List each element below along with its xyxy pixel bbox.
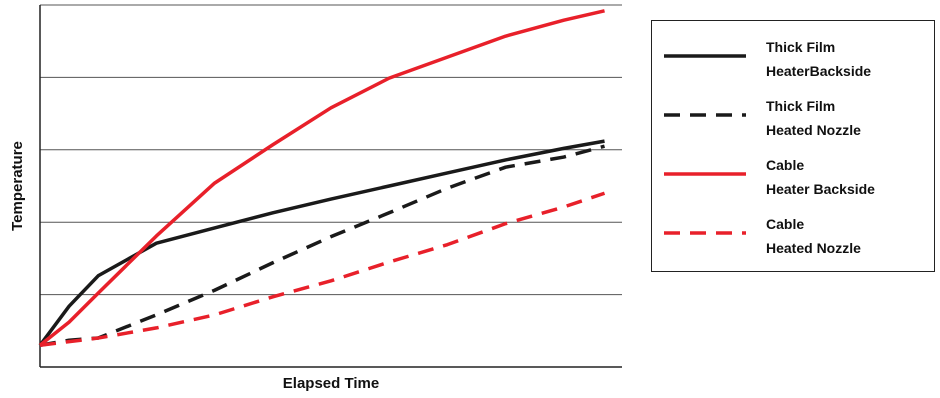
legend-entry: Cable Heated Nozzle	[652, 212, 936, 262]
legend-label: Thick Film HeaterBackside	[766, 39, 872, 79]
legend-swatch	[664, 172, 746, 176]
legend: Thick Film HeaterBackside Thick Film Heat…	[651, 20, 935, 272]
legend-label: Thick Film Heated Nozzle	[766, 98, 861, 138]
chart: Elapsed Time Temperature	[9, 4, 622, 392]
series-line	[38, 9, 605, 347]
x-axis-label: Elapsed Time	[283, 375, 379, 392]
series-line	[39, 191, 606, 348]
legend-swatch	[664, 113, 746, 117]
series-line	[38, 139, 605, 347]
legend-swatch	[664, 54, 746, 58]
legend-label: Cable Heated Nozzle	[766, 216, 861, 256]
y-axis-label: Temperature	[9, 141, 26, 231]
legend-entry: Thick Film HeaterBackside	[652, 35, 936, 85]
legend-label: Cable Heater Backside	[766, 157, 875, 197]
legend-entry: Thick Film Heated Nozzle	[652, 94, 936, 144]
legend-swatch	[664, 231, 746, 235]
legend-entry: Cable Heater Backside	[652, 153, 936, 203]
series-line	[39, 144, 605, 348]
